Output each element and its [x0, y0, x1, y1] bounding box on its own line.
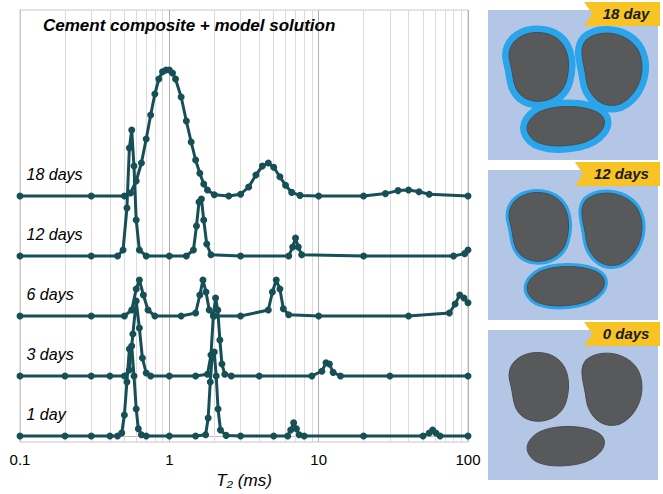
- svg-text:0 days: 0 days: [603, 325, 650, 342]
- svg-text:1 day: 1 day: [27, 406, 67, 423]
- svg-text:0.1: 0.1: [10, 451, 31, 468]
- svg-text:1: 1: [165, 451, 173, 468]
- svg-text:Cement composite + model solut: Cement composite + model solution: [43, 16, 335, 35]
- svg-text:10: 10: [310, 451, 327, 468]
- svg-text:100: 100: [455, 451, 480, 468]
- svg-text:3 days: 3 days: [27, 346, 74, 363]
- svg-text:12 days: 12 days: [594, 165, 649, 182]
- svg-text:T₂ (ms): T₂ (ms): [216, 471, 272, 490]
- svg-text:6 days: 6 days: [27, 286, 74, 303]
- svg-text:12 days: 12 days: [27, 226, 83, 243]
- svg-text:18 day: 18 day: [603, 5, 650, 22]
- svg-text:18 days: 18 days: [27, 166, 83, 183]
